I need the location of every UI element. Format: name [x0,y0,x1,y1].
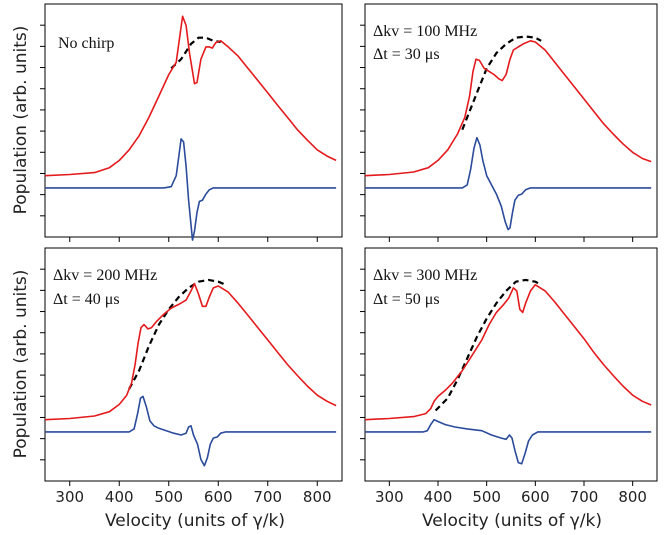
plot-frame [364,3,658,238]
annotation-line-1: Δkv = 200 MHz [53,267,157,284]
x-tick-label: 400 [424,488,453,506]
annotation-line-1: No chirp [58,35,114,52]
annotation-line-2: Δt = 50 μs [373,291,440,308]
x-tick-label: 400 [105,488,134,506]
series-line-reference [434,278,542,412]
x-axis-label-right: Velocity (units of γ/k) [422,511,602,531]
annotation-line-2: Δt = 40 μs [53,291,120,308]
x-tick-label: 600 [521,488,550,506]
series-line-difference [365,136,652,231]
panel-top-left: No chirp [40,3,343,242]
x-tick-label: 600 [204,488,233,506]
x-tick-label: 700 [253,488,282,506]
series-line-reference [128,278,227,390]
y-axis-label-bottom: Population (arb. units) [11,270,31,459]
x-tick-label: 300 [375,488,404,506]
annotation-line-1: Δkv = 100 MHz [373,23,477,40]
series-line-population [364,284,652,421]
panel-bottom-left: Δkv = 200 MHz Δt = 40 μs 300 400 500 600 700… [40,247,343,506]
panel-top-right: Δkv = 100 MHz Δt = 30 μs [360,3,658,242]
x-tick-label: 500 [154,488,183,506]
series-line-population [44,15,337,177]
series-line-difference [45,395,337,467]
series-line-population [364,40,652,177]
series-line-difference [365,418,652,465]
x-tick-label: 800 [618,488,647,506]
annotation-line-1: Δkv = 300 MHz [373,267,477,284]
x-tick-label: 700 [570,488,599,506]
annotation-line-2: Δt = 30 μs [373,46,440,63]
plot-frame [364,247,658,482]
x-tick-label: 500 [472,488,501,506]
y-axis-label-top: Population (arb. units) [11,26,31,215]
x-tick-label: 800 [303,488,332,506]
series-line-difference [45,138,337,241]
series-line-reference [461,35,542,131]
plot-frame [44,247,343,482]
series-line-population [44,282,337,421]
x-axis-label-left: Velocity (units of γ/k) [105,511,285,531]
series-line-reference [170,36,221,70]
x-tick-label: 300 [55,488,84,506]
panel-bottom-right: Δkv = 300 MHz Δt = 50 μs 300 400 500 600 700… [360,247,658,506]
